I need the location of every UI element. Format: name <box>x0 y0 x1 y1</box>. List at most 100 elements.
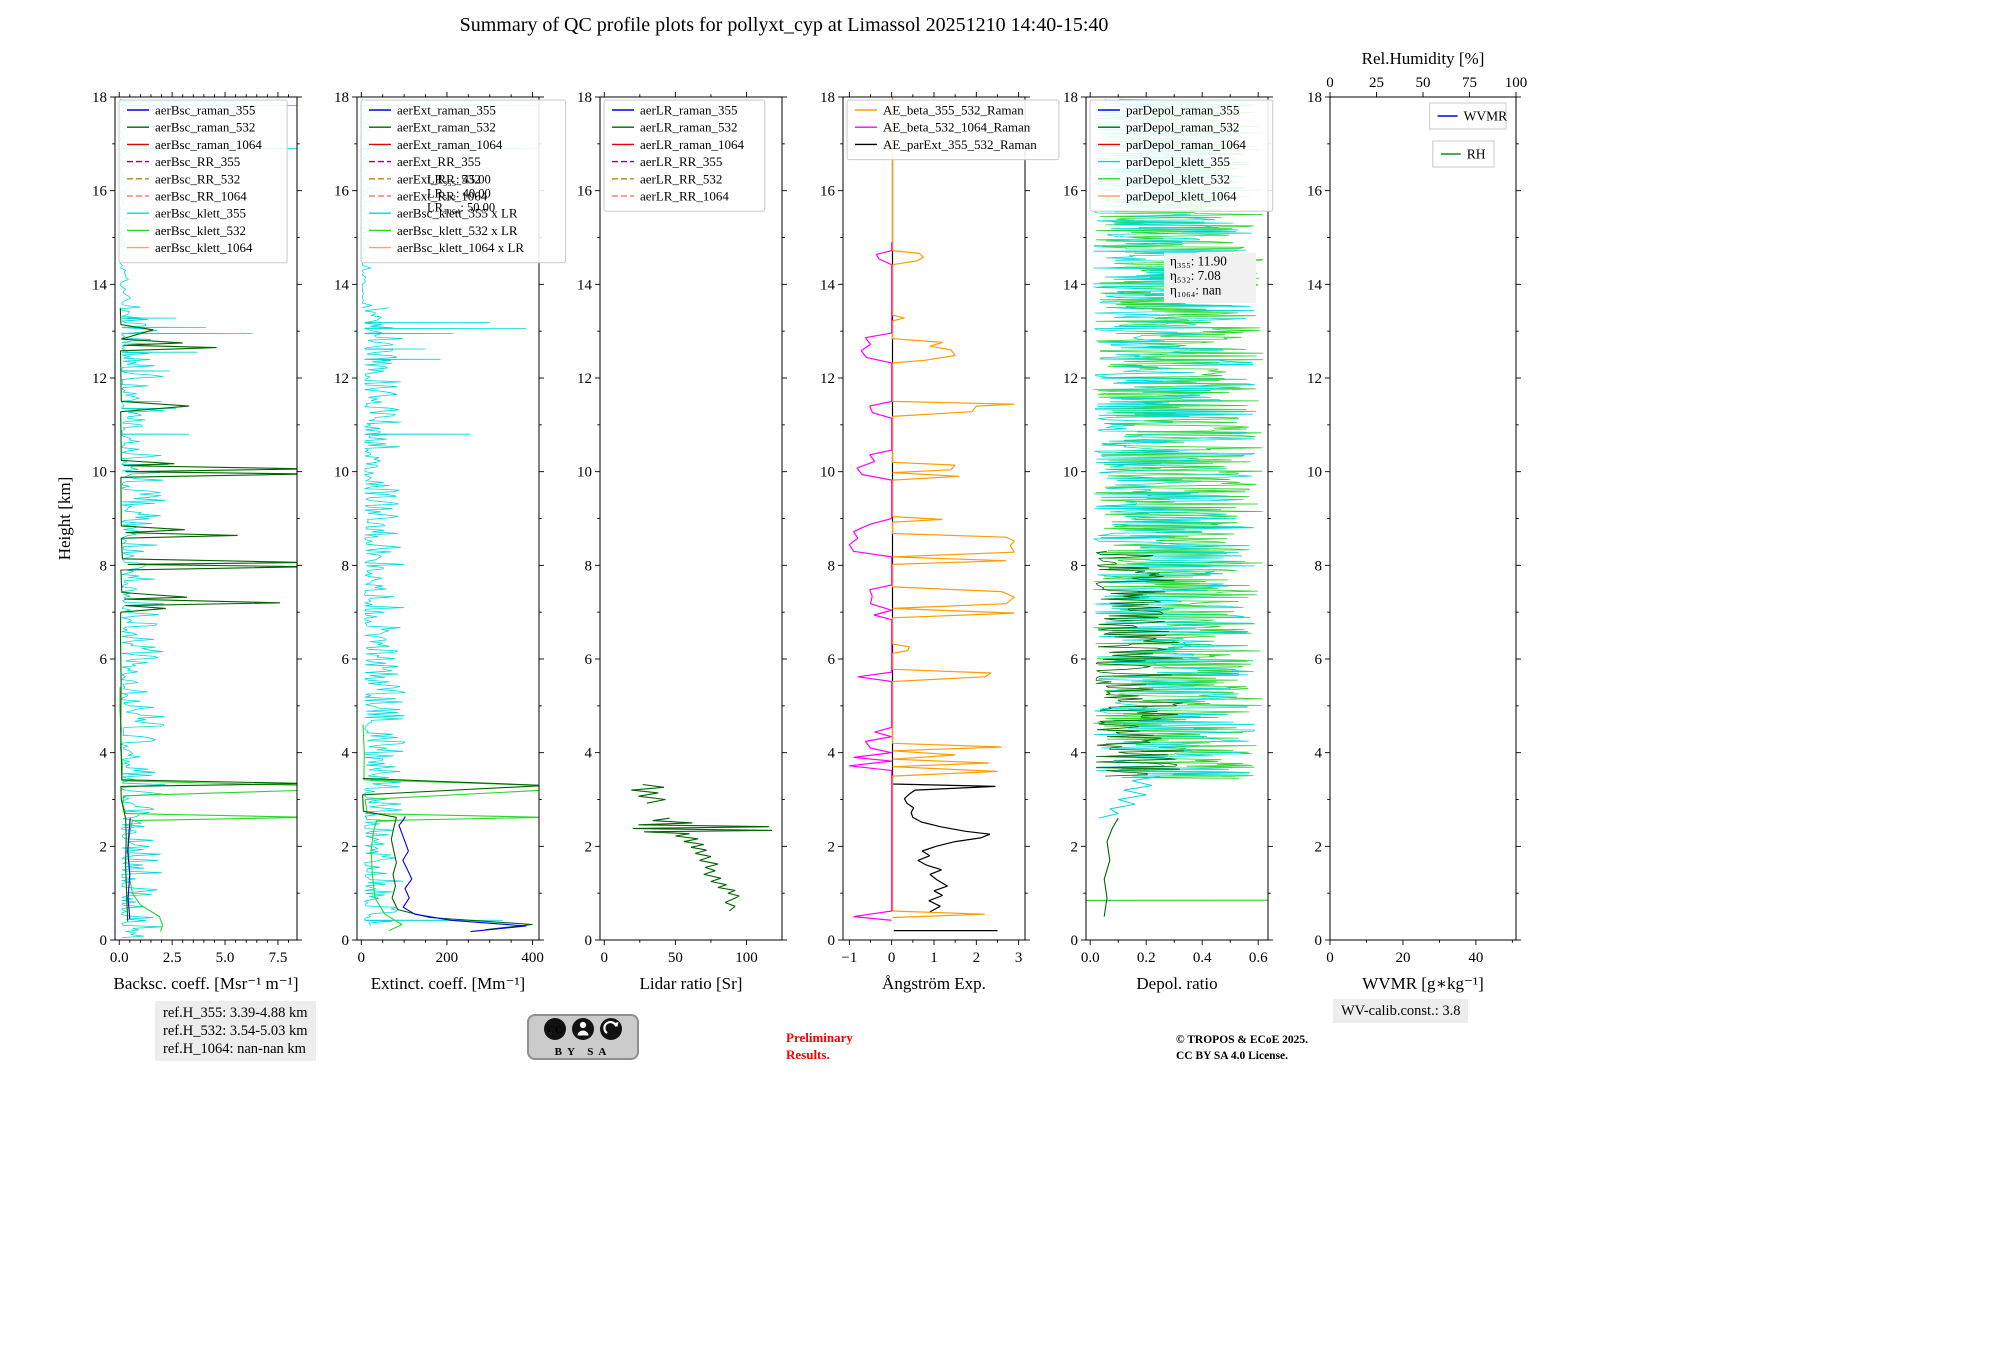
legend-box <box>846 99 1060 161</box>
legend-label: aerBsc_raman_1064 <box>155 137 262 152</box>
y-tick-label: 6 <box>1071 652 1079 668</box>
y-tick-label: 14 <box>334 277 350 293</box>
y-tick-label: 14 <box>92 277 108 293</box>
y-tick-label: 6 <box>828 652 836 668</box>
legend-label: parDepol_klett_532 <box>1126 171 1230 186</box>
y-tick-label: 18 <box>334 90 349 106</box>
x-axis-label: Depol. ratio <box>1136 974 1217 993</box>
y-tick-label: 18 <box>820 90 835 106</box>
legend-label: aerBsc_RR_532 <box>155 171 240 186</box>
y-tick-label: 4 <box>342 746 350 762</box>
cc-icon <box>544 1018 566 1040</box>
top-tick-label: 75 <box>1462 75 1477 91</box>
x-tick-label: 0.0 <box>110 950 129 966</box>
legend-label: AE_beta_532_1064_Raman <box>883 120 1031 135</box>
x-axis-label: Lidar ratio [Sr] <box>640 974 743 993</box>
legend-label: aerExt_raman_532 <box>397 120 496 135</box>
legend-label: aerExt_RR_355 <box>397 154 481 169</box>
legend-box <box>118 99 288 264</box>
series-parDepol_klett_532 <box>1095 98 1263 779</box>
series-aerBsc_raman_532 <box>119 307 297 922</box>
series-aerLR_raman_532_up <box>631 783 666 804</box>
x-tick-label: 0 <box>358 950 366 966</box>
series-aerBsc_klett_355_x_LR <box>364 307 527 927</box>
y-tick-label: 18 <box>1307 90 1322 106</box>
ref-height-532: ref.H_532: 3.54-5.03 km <box>163 1023 308 1040</box>
y-tick-label: 6 <box>1315 652 1323 668</box>
y-tick-label: 14 <box>820 277 836 293</box>
legend-box <box>1089 99 1274 212</box>
y-tick-label: 14 <box>1307 277 1323 293</box>
series-group <box>848 97 1015 932</box>
legend-label: aerLR_RR_1064 <box>640 189 729 204</box>
y-tick-label: 10 <box>820 465 835 481</box>
legend-label: aerBsc_RR_355 <box>155 154 240 169</box>
y-tick-label: 8 <box>342 558 350 574</box>
copyright-note: © TROPOS & ECoE 2025. CC BY SA 4.0 Licen… <box>1176 1034 1309 1062</box>
x-tick-label: 400 <box>521 950 544 966</box>
legend-label: AE_beta_355_532_Raman <box>883 103 1024 118</box>
y-tick-label: 0 <box>1315 933 1323 949</box>
x-tick-label: 20 <box>1395 950 1410 966</box>
annotation-line: η₅₃₂: 7.08 <box>1170 268 1221 283</box>
y-tick-label: 10 <box>1063 465 1078 481</box>
legend-label: parDepol_raman_532 <box>1126 120 1239 135</box>
x-axis-label: Ångström Exp. <box>882 974 986 993</box>
y-tick-label: 8 <box>100 558 108 574</box>
series-aerBsc_klett_532_x_LR <box>362 724 539 932</box>
series-AE_beta_355_532 <box>891 97 1015 919</box>
y-tick-label: 4 <box>828 746 836 762</box>
series-aerBsc_raman_355 <box>127 818 131 919</box>
legend-label: aerLR_raman_1064 <box>640 137 744 152</box>
legend-label: aerLR_raman_355 <box>640 103 737 118</box>
y-tick-label: 10 <box>1307 465 1322 481</box>
legend-label: aerBsc_klett_532 <box>155 223 246 238</box>
series-aerBsc_klett_355 <box>121 305 253 939</box>
cc-by-sa-label: BY SA <box>555 1046 612 1058</box>
x-tick-label: 7.5 <box>269 950 288 966</box>
y-tick-label: 0 <box>1071 933 1079 949</box>
y-tick-label: 4 <box>1071 746 1079 762</box>
panel-backscatter: 0 2 4 6 8 10 12 14 16 18 0.0 2.5 5.0 7.5 Backsc. coeff… <box>92 90 302 993</box>
legend-label: parDepol_klett_355 <box>1126 154 1230 169</box>
top-tick-label: 50 <box>1416 75 1431 91</box>
legend-label: RH <box>1467 147 1486 162</box>
legend-label: aerExt_raman_1064 <box>397 137 503 152</box>
legend-label: aerExt_raman_355 <box>397 103 496 118</box>
top-axis-label: Rel.Humidity [%] <box>1362 49 1485 68</box>
ref-height-355: ref.H_355: 3.39-4.88 km <box>163 1005 308 1021</box>
panel-lidar-ratio: 0 2 4 6 8 10 12 14 16 18 0 50 100 Lidar ratio [Sr] aer… <box>577 90 787 993</box>
legend-label: parDepol_klett_1064 <box>1126 189 1237 204</box>
x-tick-label: 2 <box>973 950 981 966</box>
y-tick-label: 2 <box>1071 839 1079 855</box>
legend-box <box>360 99 567 264</box>
x-tick-label: 0.6 <box>1249 950 1268 966</box>
panel-depol: 0 2 4 6 8 10 12 14 16 18 0.0 0.2 0.4 0.6 Depol. ratio p… <box>1063 90 1274 993</box>
legend-label: parDepol_raman_1064 <box>1126 137 1246 152</box>
legend-label: aerLR_raman_532 <box>640 120 737 135</box>
y-tick-label: 0 <box>342 933 350 949</box>
y-tick-label: 12 <box>1307 371 1322 387</box>
y-tick-label: 8 <box>1315 558 1323 574</box>
y-tick-label: 6 <box>100 652 108 668</box>
x-tick-label: 0 <box>888 950 896 966</box>
person-icon <box>572 1018 594 1040</box>
series-AE_parExt_355_532 <box>891 97 996 913</box>
annotation-line: LR₅₃₂: 40.00 <box>427 187 491 201</box>
y-tick-label: 4 <box>1315 746 1323 762</box>
legend-label: WVMR <box>1464 109 1508 124</box>
legend-box <box>603 99 766 212</box>
y-tick-label: 6 <box>342 652 350 668</box>
y-tick-label: 8 <box>828 558 836 574</box>
top-tick-label: 0 <box>1326 75 1334 91</box>
y-tick-label: 12 <box>820 371 835 387</box>
x-tick-label: 50 <box>668 950 683 966</box>
series-AE_beta_532_1064 <box>848 242 893 921</box>
series-group <box>119 98 297 939</box>
annotation-line: η₁₀₆₄: nan <box>1170 283 1222 298</box>
y-tick-label: 4 <box>100 746 108 762</box>
x-tick-label: 0 <box>1326 950 1334 966</box>
ref-height-1064: ref.H_1064: nan-nan km <box>163 1041 306 1058</box>
series-parDepol_klett_355 <box>1093 99 1256 777</box>
